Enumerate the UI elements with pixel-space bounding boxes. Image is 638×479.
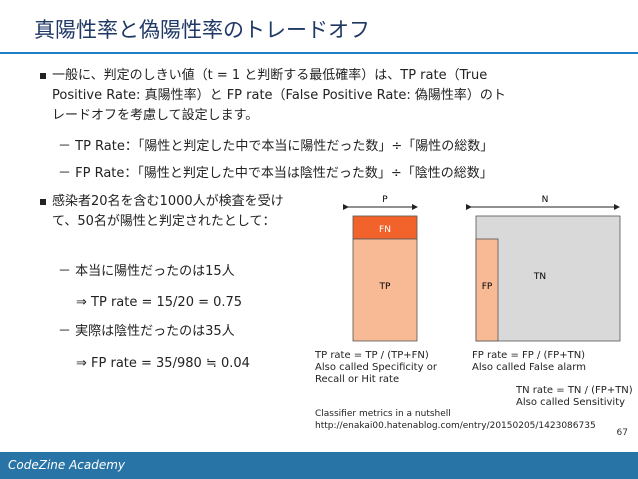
slide-title: 真陽性率と偽陽性率のトレードオフ [34, 18, 370, 42]
n-label: N [542, 195, 549, 205]
tn-rate-alias: Also called Sensitivity [516, 397, 626, 408]
footer-bar: CodeZine Academy [0, 452, 638, 479]
tp-rate-formula: TP rate = TP / (TP+FN) [315, 350, 429, 361]
fn-box [352, 215, 418, 240]
tp-label: TP [379, 282, 391, 292]
caption-title: Classifier metrics in a nutshell [315, 409, 451, 419]
tp-rate-alias-2: Recall or Hit rate [315, 374, 400, 385]
tp-rate-note: TP rate = TP / (TP+FN) Also called Speci… [315, 350, 437, 386]
bullet-2-text: 感染者20名を含む1000人が検査を受け て、50名が陽性と判定されたとして： [52, 192, 352, 232]
fp-rate-result: ⇒ FP rate = 35/980 ≒ 0.04 [76, 356, 250, 371]
bullet-2-line-2: て、50名が陽性と判定されたとして： [52, 214, 276, 229]
tp-rate-alias-1: Also called Specificity or [315, 362, 437, 373]
title-underline [0, 52, 638, 54]
fn-label: FN [379, 225, 391, 235]
page-number: 67 [616, 428, 628, 438]
fp-label: FP [482, 282, 493, 292]
bullet-1-line-1: 一般に、判定のしきい値（t = 1 と判断する最低確率）は、TP rate（Tr… [52, 68, 488, 83]
bullet-1-sub-1: － TP Rate：「陽性と判定した中で本当に陽性だった数」÷「陽性の総数」 [58, 139, 494, 154]
tn-rate-formula: TN rate = TN / (FP+TN) [516, 385, 633, 396]
tn-rate-note: TN rate = TN / (FP+TN) Also called Sensi… [516, 385, 633, 409]
fp-rate-note: FP rate = FP / (FP+TN) Also called False… [472, 350, 586, 374]
tp-box [352, 238, 418, 342]
p-label: P [382, 195, 388, 205]
footer-brand: CodeZine Academy [8, 458, 126, 472]
fp-rate-alias: Also called False alarm [472, 362, 586, 373]
tn-box [475, 215, 621, 342]
bullet-2-sub-1: － 本当に陽性だったのは15人 [58, 264, 235, 279]
bullet-2-line-1: 感染者20名を含む1000人が検査を受け [52, 194, 284, 209]
caption-url[interactable]: http://enakai00.hatenablog.com/entry/201… [315, 421, 596, 431]
fp-box [475, 238, 499, 342]
bullet-marker [40, 73, 46, 79]
bullet-2-sub-2: － 実際は陰性だったのは35人 [58, 324, 235, 339]
fp-rate-formula: FP rate = FP / (FP+TN) [472, 350, 586, 361]
bullet-marker [40, 199, 46, 205]
bullet-1-text: 一般に、判定のしきい値（t = 1 と判断する最低確率）は、TP rate（Tr… [52, 66, 612, 126]
bullet-1-line-2: Positive Rate: 真陽性率）と FP rate（False Posi… [52, 88, 506, 103]
tp-rate-result: ⇒ TP rate = 15/20 = 0.75 [76, 295, 243, 310]
tn-label: TN [533, 272, 546, 282]
bullet-1-sub-2: － FP Rate：「陽性と判定した中で本当は陰性だった数」÷「陰性の総数」 [58, 166, 493, 181]
diagram-caption: Classifier metrics in a nutshell http://… [315, 408, 596, 432]
bullet-1-line-3: レードオフを考慮して設定します。 [52, 108, 259, 123]
